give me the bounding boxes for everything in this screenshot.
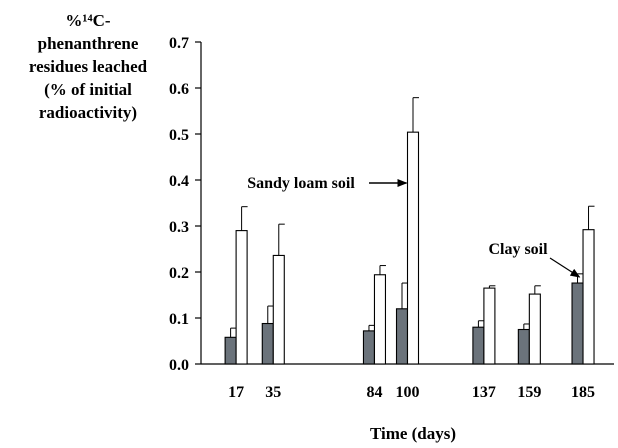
- y-tick-label: 0.0: [169, 357, 189, 374]
- bar-sandy-loam-soil: [272, 254, 285, 365]
- x-tick-label: 137: [472, 384, 496, 401]
- bar-clay-soil: [261, 322, 274, 365]
- bar-clay-soil: [571, 282, 584, 365]
- bars: [224, 97, 595, 365]
- bar-sandy-loam-soil: [528, 293, 541, 365]
- bar-sandy-loam-soil: [406, 131, 420, 365]
- y-axis-title-line: phenanthrene: [38, 34, 139, 53]
- y-tick-label: 0.5: [169, 127, 189, 144]
- y-axis-title-line: (% of initial: [44, 80, 132, 99]
- y-tick-label: 0.3: [169, 219, 189, 236]
- y-tick-label: 0.1: [169, 311, 189, 328]
- y-axis-title-line: %¹⁴C-: [65, 11, 110, 30]
- y-tick-label: 0.4: [169, 173, 189, 190]
- bar-clay-soil: [472, 326, 485, 365]
- y-axis: 0.0 0.1 0.2 0.3 0.4 0.5 0.6 0.7: [169, 35, 202, 374]
- bar-clay-soil: [224, 336, 237, 365]
- x-tick-label: 159: [517, 384, 541, 401]
- y-axis-title-line: residues leached: [29, 57, 148, 76]
- y-tick-label: 0.2: [169, 265, 189, 282]
- annotation-arrow: [549, 257, 581, 278]
- x-tick-label: 185: [571, 384, 595, 401]
- x-tick-label: 100: [396, 384, 420, 401]
- bar-sandy-loam-soil: [373, 274, 387, 365]
- bar-sandy-loam-soil: [235, 230, 248, 365]
- bar-sandy-loam-soil: [582, 229, 595, 365]
- annotation-clay-soil: Clay soil: [488, 241, 548, 258]
- bar-clay-soil: [395, 308, 409, 365]
- y-axis-title-line: radioactivity): [39, 103, 137, 122]
- bar-clay-soil: [362, 330, 376, 365]
- y-axis-label: %¹⁴C-phenanthrene residues leached (% of i…: [29, 11, 148, 122]
- bar-sandy-loam-soil: [483, 287, 496, 365]
- x-tick-label: 84: [366, 384, 382, 401]
- annotation-sandy-loam-soil: Sandy loam soil: [247, 175, 355, 192]
- x-axis-title: Time (days): [370, 424, 456, 443]
- bar-clay-soil: [517, 328, 530, 365]
- x-axis: 17 35 84 100 137 159 185: [201, 363, 614, 401]
- y-tick-label: 0.6: [169, 81, 189, 98]
- y-tick-label: 0.7: [169, 35, 189, 52]
- x-tick-label: 35: [265, 384, 281, 401]
- annotations: Sandy loam soil Clay soil: [247, 175, 581, 278]
- x-tick-label: 17: [228, 384, 244, 401]
